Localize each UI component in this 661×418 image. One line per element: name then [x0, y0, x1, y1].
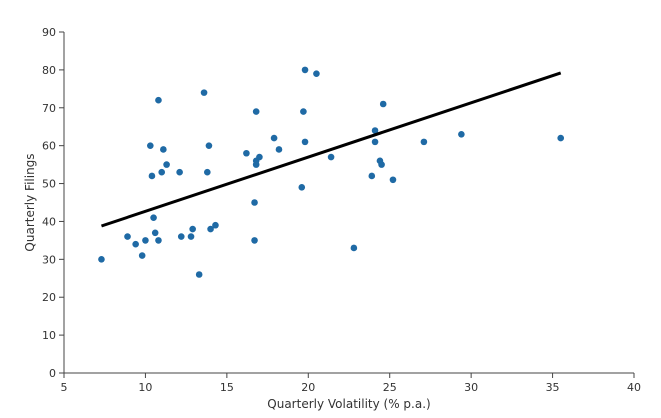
data-point [155, 96, 162, 104]
data-point [212, 221, 219, 229]
data-point [378, 161, 385, 168]
y-tick-label: 80 [42, 64, 56, 77]
data-point [368, 172, 376, 180]
data-point [300, 108, 307, 115]
data-point [243, 149, 250, 157]
data-point [270, 134, 278, 142]
x-tick-label: 15 [220, 381, 234, 394]
data-point [148, 172, 156, 180]
data-point [160, 146, 167, 153]
data-point [251, 199, 258, 206]
data-point [189, 225, 196, 233]
data-point [176, 168, 183, 176]
data-point [275, 146, 283, 153]
data-point [147, 142, 154, 149]
data-point [458, 131, 465, 138]
data-point [371, 127, 379, 134]
data-point [150, 214, 157, 221]
y-tick-label: 70 [42, 102, 56, 115]
data-point [350, 244, 358, 252]
y-tick-label: 40 [42, 215, 56, 228]
trendline-group [100, 71, 562, 228]
data-point [557, 134, 565, 142]
y-tick-label: 50 [42, 178, 56, 191]
ticks: 0 10 20 30 40 50 60 70 80 90 5 10 15 20 25 30 35 40 [42, 26, 641, 394]
data-point [124, 233, 131, 240]
x-tick-label: 40 [627, 381, 641, 394]
data-point [389, 176, 397, 184]
data-point [313, 70, 320, 77]
data-point [187, 233, 195, 240]
x-tick-label: 20 [301, 381, 315, 394]
data-point [301, 138, 309, 146]
data-point [151, 229, 159, 237]
data-point [379, 100, 387, 108]
x-tick-label: 10 [138, 381, 152, 394]
data-point [207, 225, 214, 233]
data-point [158, 168, 166, 176]
data-point [327, 153, 335, 161]
data-point [371, 138, 379, 146]
x-tick-label: 25 [383, 381, 397, 394]
y-tick-label: 90 [42, 26, 56, 39]
x-axis-title: Quarterly Volatility (% p.a.) [267, 397, 430, 411]
data-point [205, 142, 213, 149]
data-point [251, 237, 258, 244]
trendline [100, 71, 562, 228]
x-tick-label: 35 [546, 381, 560, 394]
data-point [98, 256, 105, 263]
data-point [155, 237, 162, 244]
x-tick-label: 30 [464, 381, 478, 394]
data-point [195, 271, 203, 278]
y-axis-title: Quarterly Filings [23, 153, 37, 251]
data-point [252, 108, 260, 115]
axes [63, 32, 634, 374]
data-point [301, 66, 309, 74]
y-tick-label: 10 [42, 329, 56, 342]
data-point [177, 233, 185, 240]
data-points [98, 66, 565, 278]
y-tick-label: 0 [49, 367, 56, 380]
data-point [204, 168, 211, 176]
data-point [138, 252, 146, 259]
data-point [256, 153, 263, 161]
data-point [200, 89, 208, 96]
data-point [163, 161, 170, 168]
data-point [298, 184, 306, 191]
x-tick-label: 5 [61, 381, 68, 394]
data-point [420, 138, 428, 146]
data-point [132, 240, 139, 248]
y-tick-label: 20 [42, 291, 56, 304]
y-tick-label: 30 [42, 253, 56, 266]
data-point [252, 161, 260, 168]
y-tick-label: 60 [42, 140, 56, 153]
data-point [142, 237, 149, 244]
